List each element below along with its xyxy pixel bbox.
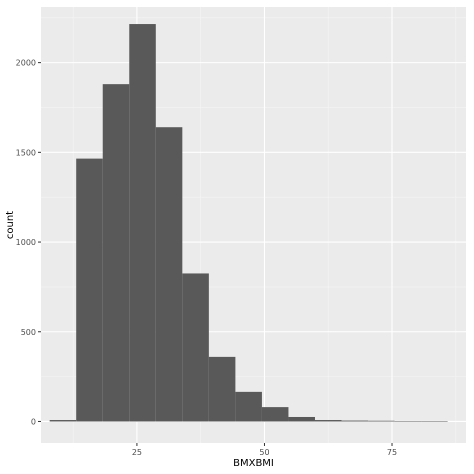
histogram-bar (314, 420, 342, 422)
y-axis-title: count (5, 211, 16, 239)
histogram-bar (208, 356, 236, 422)
y-tick-label: 0 (31, 417, 36, 426)
histogram-bar (129, 24, 156, 422)
y-tick-label: 2000 (16, 59, 36, 68)
histogram-bar (341, 420, 369, 422)
histogram-bar (102, 84, 130, 422)
histogram-bar (235, 391, 262, 422)
histogram-bar (76, 158, 103, 422)
histogram-bars (49, 24, 448, 422)
histogram-bar (155, 127, 183, 422)
histogram-bar (182, 273, 209, 422)
histogram-bar (394, 421, 422, 422)
histogram-bar (421, 421, 448, 422)
y-tick-label: 500 (21, 328, 36, 337)
y-axis-ticks: 0 500 1000 1500 2000 (16, 59, 41, 426)
x-tick-label: 25 (132, 448, 142, 457)
y-tick-label: 1500 (16, 148, 36, 157)
histogram-bar (261, 407, 289, 422)
x-axis-ticks: 25 50 75 (132, 443, 397, 457)
histogram-bar (288, 416, 315, 422)
x-tick-label: 50 (259, 448, 269, 457)
x-axis-title: BMXBMI (233, 458, 274, 469)
x-tick-label: 75 (387, 448, 397, 457)
histogram-bar (49, 420, 77, 422)
histogram-bar (368, 420, 395, 422)
y-tick-label: 1000 (16, 238, 36, 247)
